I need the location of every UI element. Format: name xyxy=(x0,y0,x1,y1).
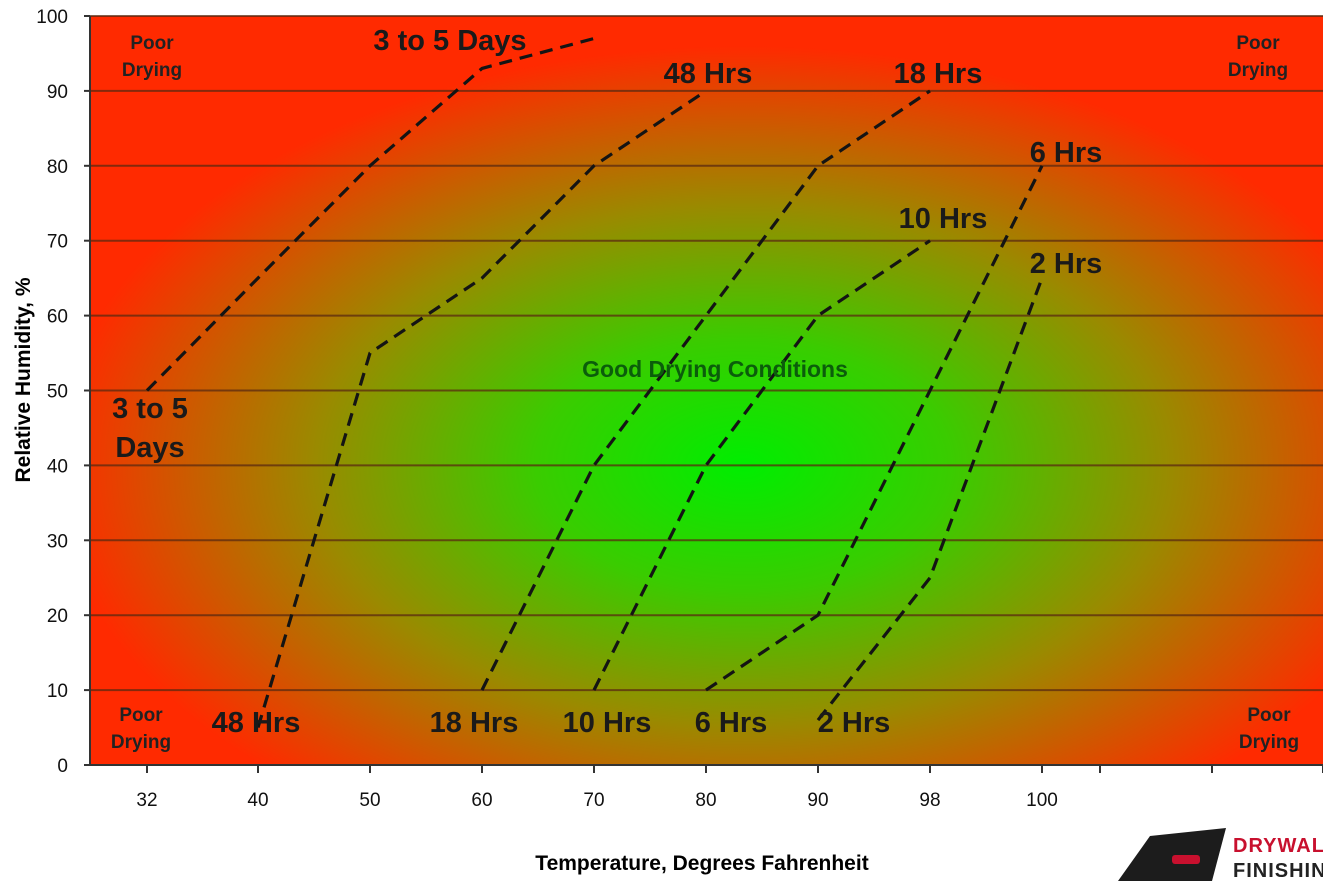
y-tick-label: 60 xyxy=(47,307,68,328)
curve-label: 2 Hrs xyxy=(1030,248,1103,280)
x-tick-label: 60 xyxy=(471,790,492,811)
curve-label: 10 Hrs xyxy=(899,203,988,235)
logo-mark-icon xyxy=(1118,828,1226,881)
corner-label-line: Poor xyxy=(1236,33,1280,54)
curve-label: 48 Hrs xyxy=(664,58,753,90)
corner-label-bottom-right: Poor Drying xyxy=(1239,705,1299,753)
x-axis-title: Temperature, Degrees Fahrenheit xyxy=(535,852,868,875)
y-tick-label: 30 xyxy=(47,531,68,552)
x-tick-label: 98 xyxy=(919,790,940,811)
good-drying-label: Good Drying Conditions xyxy=(582,356,848,382)
corner-label-line: Drying xyxy=(1239,732,1299,753)
curve-label: 48 Hrs xyxy=(212,707,301,739)
logo-tool-icon xyxy=(1172,855,1200,864)
drying-curve xyxy=(145,36,595,392)
y-tick-label: 90 xyxy=(47,82,68,103)
corner-label-line: Drying xyxy=(122,60,182,81)
curve-label: 2 Hrs xyxy=(818,707,891,739)
gridlines xyxy=(90,15,1323,692)
y-tick-label: 70 xyxy=(47,232,68,253)
corner-label-top-left: Poor Drying xyxy=(122,33,182,81)
corner-label-bottom-left: Poor Drying xyxy=(111,705,171,753)
corner-label-line: Poor xyxy=(130,33,174,54)
curve-label: 3 to 5 xyxy=(112,393,188,425)
x-tick-label: 40 xyxy=(247,790,268,811)
corner-label-line: Drying xyxy=(111,732,171,753)
x-tick-label: 100 xyxy=(1026,790,1058,811)
axes: 0 10 20 30 40 50 60 70 80 90 100 32 40 50 60 70 80 90 98 10… xyxy=(36,7,1323,811)
curve-label: Days xyxy=(115,432,184,464)
x-tick-label: 32 xyxy=(136,790,157,811)
curve-label: 18 Hrs xyxy=(430,707,519,739)
y-tick-label: 10 xyxy=(47,681,68,702)
y-tick-label: 50 xyxy=(47,382,68,403)
curve-label: 3 to 5 Days xyxy=(373,25,526,57)
brand-logo: DRYWALL FINISHING xyxy=(1118,828,1323,882)
x-tick-label: 90 xyxy=(807,790,828,811)
corner-label-top-right: Poor Drying xyxy=(1228,33,1288,81)
x-tick-label: 50 xyxy=(359,790,380,811)
corner-label-line: Poor xyxy=(119,705,163,726)
corner-label-line: Drying xyxy=(1228,60,1288,81)
curve-label: 6 Hrs xyxy=(1030,137,1103,169)
curve-labels: 3 to 5 Days 3 to 5 Days 48 Hrs 48 Hrs 18 Hrs 1… xyxy=(112,25,1102,739)
x-tick-label: 70 xyxy=(583,790,604,811)
curve-label: 10 Hrs xyxy=(563,707,652,739)
logo-text-finishing: FINISHING xyxy=(1233,860,1323,881)
drying-curve xyxy=(592,239,931,691)
y-tick-label: 20 xyxy=(47,606,68,627)
x-tick-label: 80 xyxy=(695,790,716,811)
y-tick-label: 40 xyxy=(47,456,68,477)
drying-curve xyxy=(705,165,1044,692)
drying-curves xyxy=(145,36,1044,728)
curve-label: 18 Hrs xyxy=(894,58,983,90)
y-tick-label: 100 xyxy=(36,7,68,28)
y-tick-label: 0 xyxy=(57,756,68,777)
y-axis-title: Relative Humidity, % xyxy=(12,277,35,482)
corner-label-line: Poor xyxy=(1247,705,1291,726)
logo-text-drywall: DRYWALL xyxy=(1233,835,1323,857)
curve-label: 6 Hrs xyxy=(695,707,768,739)
y-tick-label: 80 xyxy=(47,157,68,178)
